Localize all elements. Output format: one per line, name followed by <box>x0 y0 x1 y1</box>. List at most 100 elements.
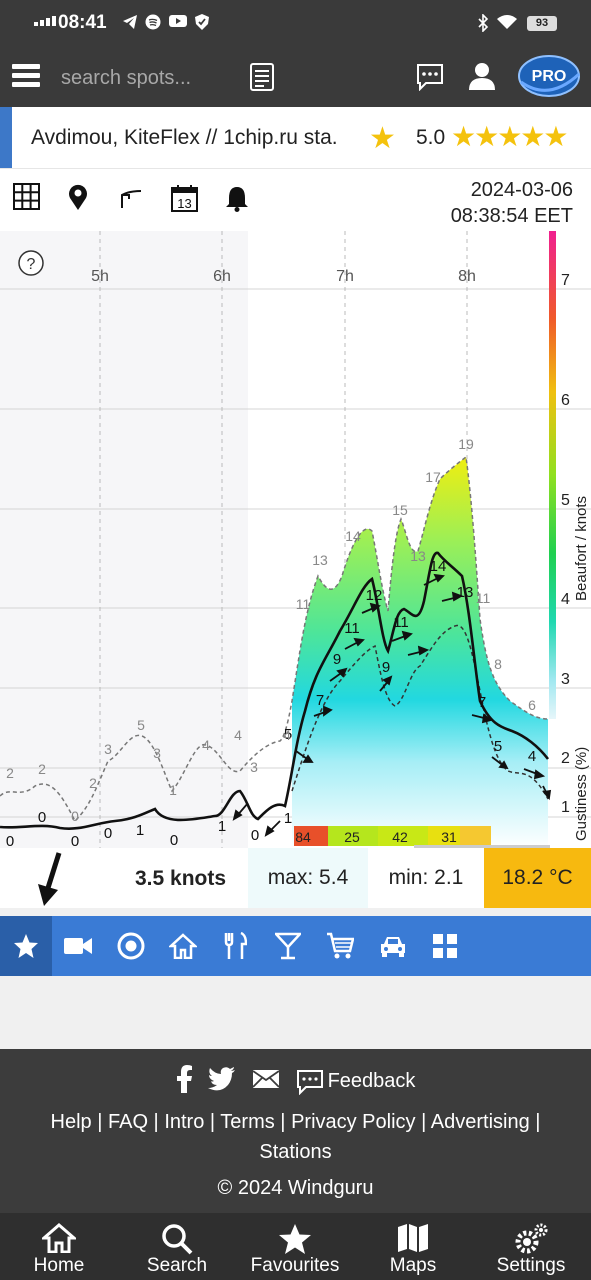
gust-label: 8 <box>494 656 502 672</box>
wind-label: 9 <box>333 651 341 668</box>
scroll-indicator[interactable] <box>414 845 550 848</box>
wind-label: 0 <box>170 832 178 848</box>
footer: Feedback Help | FAQ | Intro | Terms | Pr… <box>0 1049 591 1213</box>
category-restaurant[interactable] <box>209 916 261 976</box>
tick-label: 7h <box>336 268 354 285</box>
direction-arrow-icon <box>264 820 281 837</box>
beaufort-ticks: 7 6 5 4 3 2 1 <box>561 272 570 816</box>
gear-icon <box>515 1223 548 1254</box>
category-shop[interactable] <box>314 916 366 976</box>
copyright: © 2024 Windguru <box>217 1177 374 1199</box>
category-webcam[interactable] <box>52 916 104 976</box>
category-target[interactable] <box>105 916 157 976</box>
gust-label: 6 <box>528 697 536 713</box>
location-pin-icon[interactable] <box>67 183 89 216</box>
wind-line <box>0 551 550 830</box>
category-apps[interactable] <box>419 916 471 976</box>
spot-rating: 5.0 <box>416 126 446 149</box>
star-icon <box>14 934 38 958</box>
footer-link-terms[interactable]: Terms <box>220 1111 275 1133</box>
gust-label: 15 <box>392 502 408 518</box>
footer-link-stations[interactable]: Stations <box>259 1141 332 1163</box>
wind-chart[interactable]: 5h 6h 7h 8h ? 0 0 0 0 <box>0 231 591 848</box>
direction-arrow-icon <box>344 637 365 650</box>
direction-arrow-icon <box>329 667 348 682</box>
direction-arrow-icon <box>471 713 494 724</box>
gust-label: 19 <box>458 436 474 452</box>
wind-chart-svg: 5h 6h 7h 8h ? 0 0 0 0 <box>0 231 591 848</box>
tick-label: 6h <box>213 268 231 285</box>
direction-arrow-icon <box>361 602 381 614</box>
wind-label: 7 <box>478 694 486 711</box>
star-icon <box>279 1224 311 1254</box>
gust-label: 3 <box>153 745 161 761</box>
wind-label: 1 <box>284 810 292 827</box>
gustiness-bars: 84 25 42 31 <box>294 826 491 846</box>
wind-label: 12 <box>366 587 383 604</box>
direction-arrow-icon <box>423 573 445 586</box>
category-bar[interactable] <box>262 916 314 976</box>
tab-home[interactable]: Home <box>4 1213 114 1280</box>
map-icon <box>398 1224 428 1252</box>
facebook-icon[interactable] <box>176 1065 192 1098</box>
spot-name[interactable]: Avdimou, KiteFlex // 1chip.ru sta. <box>31 126 338 149</box>
gust-label: 1 <box>169 782 177 798</box>
footer-link-faq[interactable]: FAQ <box>107 1111 148 1133</box>
footer-link-help[interactable]: Help <box>50 1111 92 1133</box>
target-icon <box>117 932 145 960</box>
category-bar <box>0 916 591 976</box>
beaufort-tick: 7 <box>561 272 570 289</box>
favourite-star-icon[interactable]: ★ <box>369 122 396 155</box>
gust-label: 14 <box>345 528 361 544</box>
gust-label: 11 <box>476 590 491 606</box>
wind-graph-icon[interactable] <box>119 189 143 214</box>
gust-label: 13 <box>410 548 426 564</box>
feedback-label: Feedback <box>327 1070 416 1092</box>
chat-icon[interactable] <box>416 63 444 96</box>
tab-label: Home <box>33 1255 85 1276</box>
wind-label: 0 <box>104 825 112 842</box>
observation-time: 08:38:54 EET <box>450 205 573 227</box>
footer-link-privacy[interactable]: Privacy Policy <box>291 1111 416 1133</box>
twitter-icon[interactable] <box>207 1067 236 1096</box>
wind-label: 4 <box>528 748 536 765</box>
grid-icon[interactable] <box>13 183 40 215</box>
house-icon <box>169 933 197 959</box>
spot-accent <box>0 107 12 168</box>
tab-settings[interactable]: Settings <box>476 1213 586 1280</box>
beaufort-tick: 6 <box>561 392 570 409</box>
category-favourites[interactable] <box>0 916 52 976</box>
home-icon <box>42 1223 76 1253</box>
list-icon[interactable] <box>250 63 274 96</box>
direction-arrow-icon <box>407 645 430 656</box>
footer-link-advertising[interactable]: Advertising <box>430 1111 530 1133</box>
direction-arrow-icon <box>441 591 464 602</box>
top-nav: PRO <box>0 46 591 107</box>
tab-maps[interactable]: Maps <box>358 1213 468 1280</box>
category-car[interactable] <box>367 916 419 976</box>
telegram-icon <box>122 14 138 34</box>
calendar-icon[interactable]: 13 <box>171 184 198 217</box>
car-icon <box>381 937 405 957</box>
user-icon[interactable] <box>468 62 496 95</box>
gustiness-value: 31 <box>441 829 457 845</box>
gust-label: 2 <box>6 765 14 781</box>
beaufort-scale-bar <box>549 231 556 719</box>
beaufort-tick: 2 <box>561 750 570 767</box>
menu-icon[interactable] <box>12 64 40 88</box>
feedback-link[interactable]: Feedback <box>296 1069 416 1095</box>
lull-line <box>291 624 549 800</box>
gust-line <box>0 455 549 823</box>
tab-search[interactable]: Search <box>122 1213 232 1280</box>
search-input[interactable] <box>61 64 236 92</box>
tab-favourites[interactable]: Favourites <box>240 1213 350 1280</box>
search-icon <box>162 1224 193 1255</box>
help-icon[interactable]: ? <box>18 250 44 276</box>
bell-icon[interactable] <box>226 185 248 217</box>
battery-indicator: 93 <box>527 16 557 31</box>
category-home[interactable] <box>157 916 209 976</box>
footer-link-intro[interactable]: Intro <box>164 1111 205 1133</box>
hour-labels: 5h 6h 7h 8h <box>91 268 476 285</box>
email-icon[interactable] <box>251 1069 280 1094</box>
pro-badge[interactable]: PRO <box>515 52 583 100</box>
